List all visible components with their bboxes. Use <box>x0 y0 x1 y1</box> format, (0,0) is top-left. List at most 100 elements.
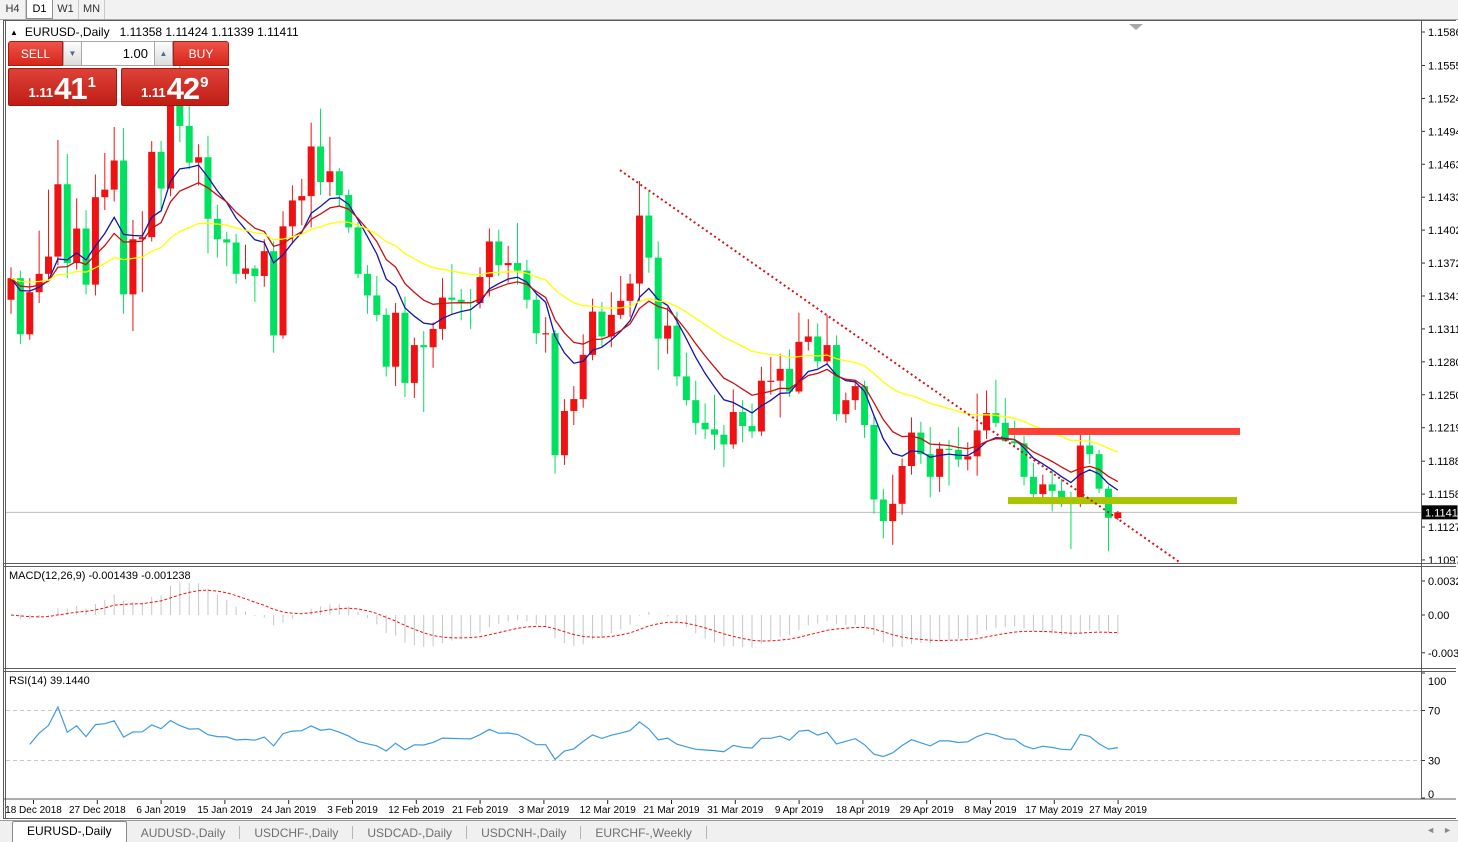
price-axis-label: 1.11885 <box>1428 456 1458 468</box>
price-axis-label: 1.15550 <box>1428 60 1458 72</box>
chart-tab-eurusd-daily[interactable]: EURUSD-,Daily <box>12 821 127 842</box>
candle-body <box>91 197 99 285</box>
price-axis-label: 1.15860 <box>1428 27 1458 39</box>
volume-increase-button[interactable]: ▲ <box>154 41 173 66</box>
candle-body <box>63 184 71 264</box>
chart-tab-eurchf-weekly[interactable]: EURCHF-,Weekly <box>595 826 692 840</box>
chart-collapse-icon[interactable]: ▲ <box>10 27 18 37</box>
candle-body <box>223 239 231 243</box>
candle-body <box>720 434 728 445</box>
candle-body <box>45 256 53 274</box>
date-axis-label: 24 Jan 2019 <box>261 805 316 816</box>
candle-body <box>532 299 540 334</box>
volume-input[interactable] <box>82 41 154 66</box>
candle-body <box>973 430 981 457</box>
candle-body <box>635 215 643 284</box>
rsi-axis-label: 0 <box>1428 789 1434 801</box>
date-axis-label: 12 Feb 2019 <box>388 805 445 816</box>
candle-body <box>185 125 193 163</box>
rsi-axis-label: 100 <box>1428 676 1446 688</box>
buy-price-box[interactable]: 1.11 42 9 <box>120 68 229 106</box>
date-axis-label: 12 Mar 2019 <box>580 805 637 816</box>
chart-tab-audusd-daily[interactable]: AUDUSD-,Daily <box>140 826 226 840</box>
date-axis-label: 9 Apr 2019 <box>775 805 824 816</box>
candle-body <box>926 454 934 477</box>
timeframe-button-w1[interactable]: W1 <box>53 0 79 19</box>
one-click-trade-panel: SELL ▼ ▲ BUY 1.11 41 1 1.11 42 9 <box>8 41 229 106</box>
candle-body <box>701 422 709 430</box>
candle-body <box>279 226 287 336</box>
candle-body <box>148 151 156 238</box>
candle-body <box>767 380 775 382</box>
macd-axis-label: 0.00328 <box>1428 576 1458 588</box>
candle-body <box>983 413 991 431</box>
candle-body <box>851 386 859 401</box>
candle-body <box>410 345 418 383</box>
candle-body <box>1020 443 1028 477</box>
price-axis-label: 1.13720 <box>1428 258 1458 270</box>
chart-tab-usdcnh-daily[interactable]: USDCNH-,Daily <box>481 826 567 840</box>
tab-scroll-right-button[interactable]: ► <box>1443 825 1452 835</box>
date-axis-label: 3 Feb 2019 <box>327 805 378 816</box>
candle-body <box>363 273 371 296</box>
candle-body <box>795 341 803 392</box>
candle-body <box>664 325 672 339</box>
chart-ohlc-values: 1.11358 1.11424 1.11339 1.11411 <box>119 25 299 39</box>
candle-body <box>335 171 343 196</box>
slow-ema-line <box>10 221 1119 453</box>
chart-tab-usdchf-daily[interactable]: USDCHF-,Daily <box>254 826 339 840</box>
candle-body <box>964 456 972 460</box>
buy-price-prefix: 1.11 <box>141 85 166 100</box>
candle-body <box>1114 512 1122 519</box>
rsi-axis-label: 70 <box>1428 706 1440 718</box>
panel-grip-icon[interactable] <box>1129 24 1143 30</box>
support-band <box>1008 497 1237 505</box>
sell-price-big: 41 <box>54 71 87 106</box>
candle-body <box>166 77 174 189</box>
macd-signal-line <box>10 589 1118 642</box>
candle-body <box>232 242 240 274</box>
date-axis-label: 21 Mar 2019 <box>643 805 700 816</box>
date-axis-label: 27 Dec 2018 <box>69 805 126 816</box>
sell-button[interactable]: SELL <box>8 41 63 66</box>
candle-body <box>776 368 784 381</box>
candle-body <box>16 278 24 335</box>
sell-price-pip: 1 <box>87 74 96 91</box>
chart-tab-bar: EURUSD-,Daily AUDUSD-,Daily USDCHF-,Daily U… <box>0 820 1458 842</box>
candle-body <box>560 410 568 456</box>
timeframe-button-h4[interactable]: H4 <box>0 0 26 19</box>
timeframe-button-mn[interactable]: MN <box>79 0 105 19</box>
date-axis-label: 15 Jan 2019 <box>197 805 252 816</box>
chart-title-bar: ▲ EURUSD-,Daily 1.11358 1.11424 1.11339 … <box>10 25 299 39</box>
tab-separator <box>239 826 241 839</box>
price-axis-label: 1.12195 <box>1428 423 1458 435</box>
chart-tab-usdcad-daily[interactable]: USDCAD-,Daily <box>367 826 453 840</box>
candle-body <box>35 273 43 293</box>
candle-body <box>485 241 493 278</box>
candle-body <box>711 429 718 435</box>
candle-body <box>270 251 278 336</box>
buy-button[interactable]: BUY <box>173 41 229 66</box>
candle-body <box>626 283 634 301</box>
candle-body <box>739 412 747 427</box>
timeframe-button-d1[interactable]: D1 <box>26 0 53 19</box>
candle-body <box>129 239 137 295</box>
candle-body <box>242 268 249 274</box>
price-axis-label: 1.11275 <box>1428 522 1458 534</box>
rsi-axis-label: 30 <box>1428 756 1440 768</box>
candle-body <box>54 184 62 257</box>
sell-price-box[interactable]: 1.11 41 1 <box>8 68 117 106</box>
candle-body <box>7 278 15 300</box>
candle-body <box>495 241 503 266</box>
rsi-line <box>29 705 1118 761</box>
candle-body <box>832 345 840 415</box>
candle-body <box>729 412 737 445</box>
price-axis-label: 1.14025 <box>1428 225 1458 237</box>
candle-body <box>570 399 578 411</box>
resistance-band <box>1008 427 1240 435</box>
volume-decrease-button[interactable]: ▼ <box>63 41 82 66</box>
candle-body <box>448 297 456 300</box>
candle-body <box>157 151 165 189</box>
tab-scroll-left-button[interactable]: ◄ <box>1426 825 1436 835</box>
